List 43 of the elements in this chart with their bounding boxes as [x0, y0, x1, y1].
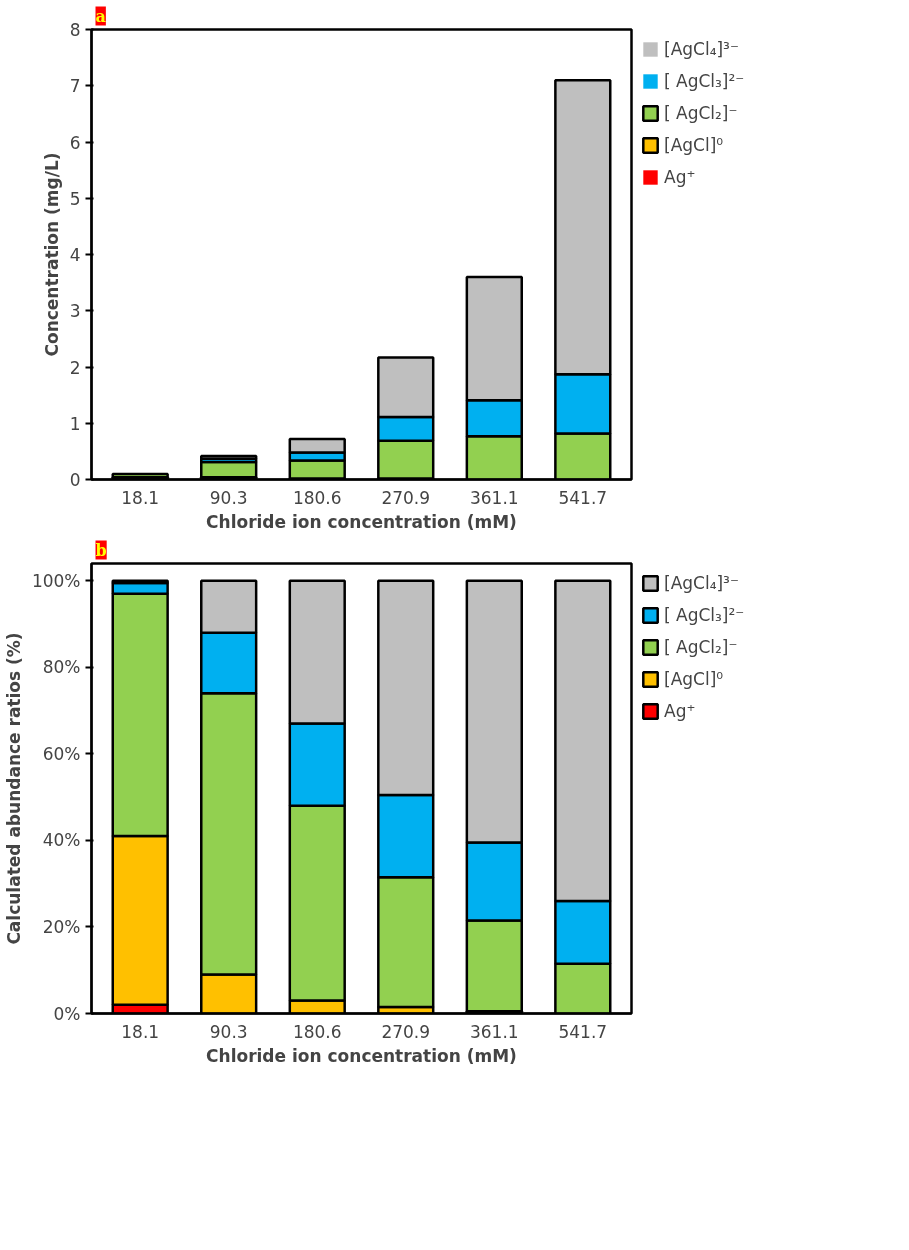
y-tick-label: 7 — [69, 76, 81, 97]
x-tick-label: 270.9 — [381, 487, 431, 508]
x-tick-label: 18.1 — [121, 1021, 160, 1042]
x-tick-label: 361.1 — [469, 1021, 519, 1042]
x-tick-label: 361.1 — [469, 487, 519, 508]
legend-label: [AgCl]⁰ — [664, 135, 724, 155]
y-tick-label: 3 — [69, 301, 81, 322]
y-tick-label: 60% — [42, 743, 81, 764]
y-tick-label: 40% — [42, 830, 81, 851]
y-tick-label: 80% — [42, 657, 81, 678]
x-tick-label: 270.9 — [381, 1021, 431, 1042]
x-tick-label: 180.6 — [292, 1021, 342, 1042]
text: a — [95, 6, 106, 26]
y-tick-label: 4 — [69, 245, 81, 265]
legend-label: [AgCl₄]³⁻ — [664, 573, 739, 593]
legend-label: [AgCl]⁰ — [664, 669, 724, 689]
x-tick-label: 90.3 — [209, 1021, 248, 1042]
legend-label: Ag⁺ — [664, 167, 696, 187]
y-axis-title: Concentration (mg/L) — [41, 152, 62, 357]
y-tick-label: 5 — [69, 188, 81, 209]
x-tick-label: 541.7 — [558, 1021, 608, 1042]
y-tick-label: 2 — [69, 357, 81, 378]
y-tick-label: 0 — [69, 470, 81, 490]
legend-label: [ AgCl₂]⁻ — [664, 637, 738, 657]
legend-label: [ AgCl₃]²⁻ — [664, 605, 745, 625]
y-tick-label: 0% — [53, 1003, 81, 1024]
legend-label: Ag⁺ — [664, 701, 696, 721]
x-tick-label: 180.6 — [292, 487, 342, 508]
y-tick-label: 100% — [31, 570, 81, 591]
legend-label: [ AgCl₂]⁻ — [664, 103, 738, 123]
y-tick-label: 20% — [42, 916, 81, 937]
x-tick-label: 18.1 — [121, 487, 160, 508]
x-axis-title: Chloride ion concentration (mM) — [206, 1045, 517, 1066]
x-tick-label: 90.3 — [209, 487, 248, 508]
y-axis-title: Calculated abundance ratios (%) — [3, 632, 24, 945]
y-tick-label: 1 — [69, 413, 81, 434]
y-tick-label: 8 — [69, 20, 81, 40]
legend-label: [ AgCl₃]²⁻ — [664, 71, 745, 91]
x-axis-title: Chloride ion concentration (mM) — [206, 511, 517, 532]
x-tick-label: 541.7 — [558, 487, 608, 508]
legend-label: [AgCl₄]³⁻ — [664, 39, 739, 59]
y-tick-label: 6 — [69, 132, 81, 153]
text: b — [95, 540, 107, 560]
